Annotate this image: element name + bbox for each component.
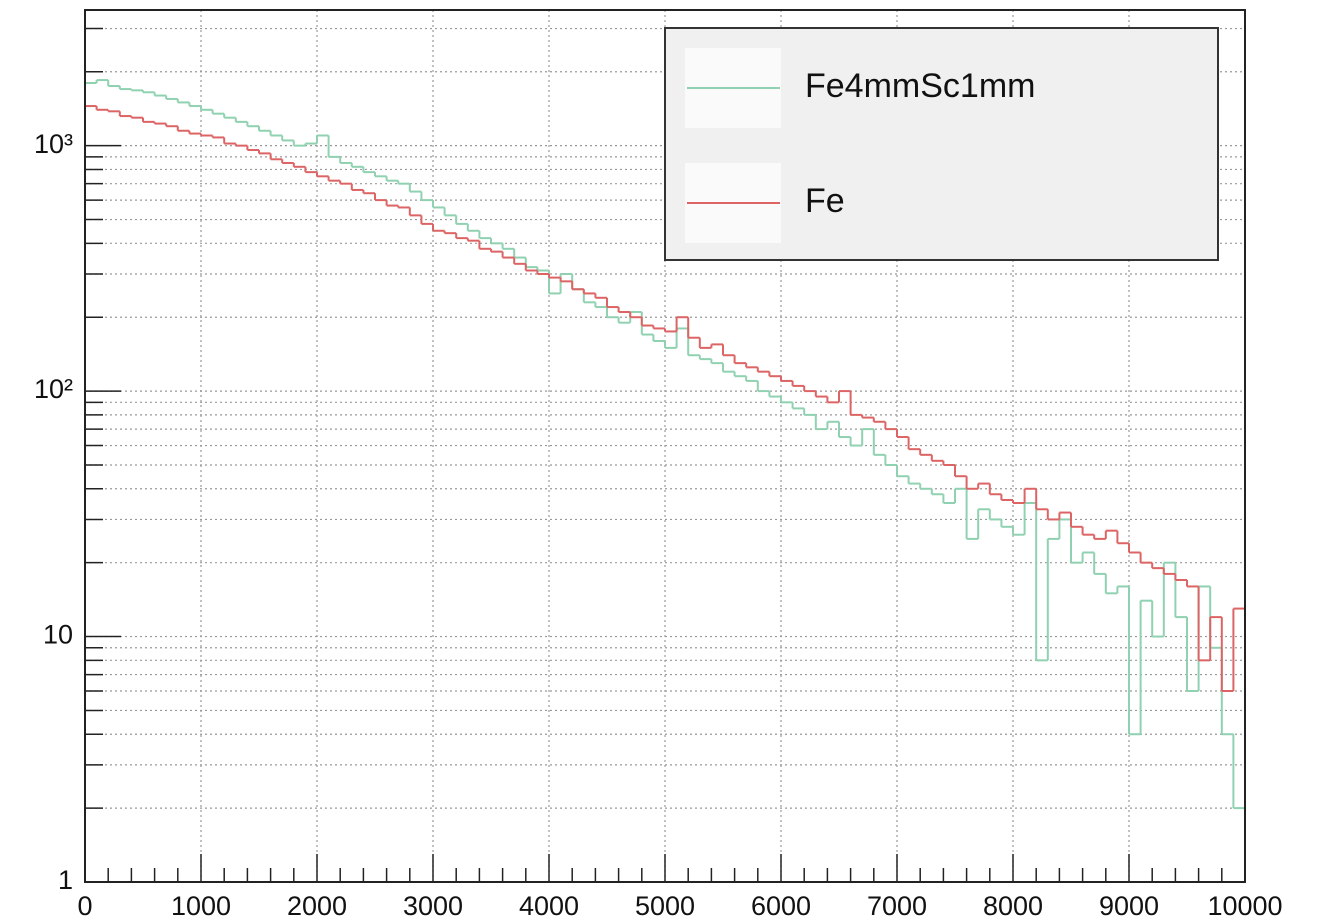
x-tick-label: 3000 <box>403 891 463 921</box>
x-tick-label: 10000 <box>1207 891 1282 921</box>
x-tick-label: 2000 <box>287 891 347 921</box>
y-tick-label: 10² <box>34 374 73 404</box>
x-tick-label: 6000 <box>751 891 811 921</box>
x-tick-label: 7000 <box>867 891 927 921</box>
y-tick-label: 10 <box>43 620 73 650</box>
legend: Fe4mmSc1mm Fe <box>664 27 1219 261</box>
x-tick-label: 9000 <box>1099 891 1159 921</box>
x-tick-label: 4000 <box>519 891 579 921</box>
y-tick-label: 1 <box>58 865 73 895</box>
histogram-series <box>85 105 1245 693</box>
x-tick-label: 0 <box>77 891 92 921</box>
plot-frame <box>84 9 1246 883</box>
x-tick-label: 5000 <box>635 891 695 921</box>
x-tick-label: 1000 <box>171 891 231 921</box>
y-tick-label: 10³ <box>34 129 73 159</box>
legend-label: Fe <box>805 182 845 220</box>
x-tick-label: 8000 <box>983 891 1043 921</box>
legend-label: Fe4mmSc1mm <box>805 67 1035 105</box>
